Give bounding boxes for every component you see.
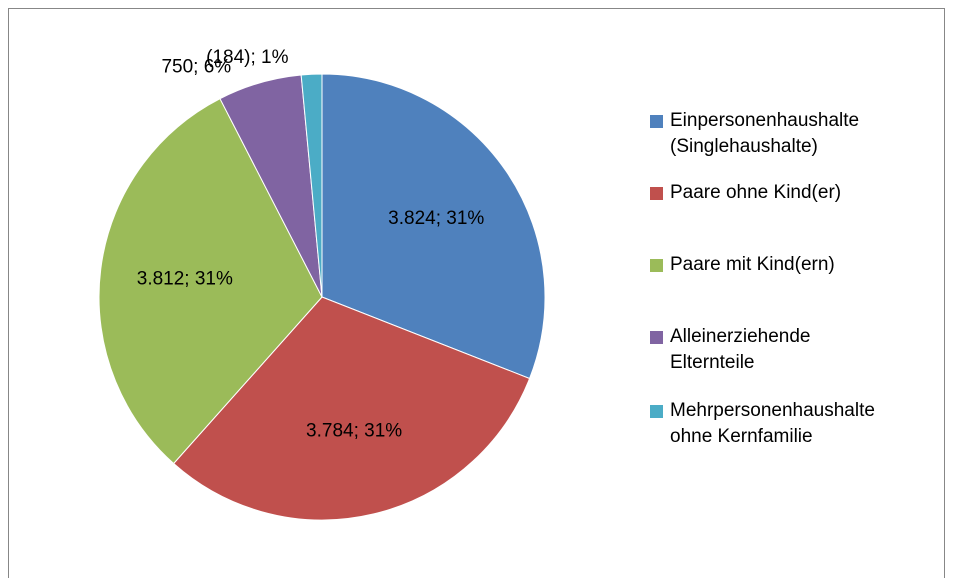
legend-swatch <box>650 187 663 200</box>
legend-item: Mehrpersonenhaushalte ohne Kernfamilie <box>650 398 885 450</box>
data-label: 3.824; 31% <box>388 208 484 229</box>
legend-swatch <box>650 259 663 272</box>
legend-swatch <box>650 115 663 128</box>
chart-frame <box>8 8 945 578</box>
legend: Einpersonenhaushalte (Singlehaushalte) Pa… <box>650 108 885 450</box>
legend-label: Einpersonenhaushalte (Singlehaushalte) <box>670 110 860 157</box>
pie-slice <box>98 98 323 465</box>
legend-label: Paare ohne Kind(er) <box>670 182 842 203</box>
pie-slice <box>172 296 531 521</box>
data-label: (184); 1% <box>206 47 288 68</box>
legend-label: Mehrpersonenhaushalte ohne Kernfamilie <box>670 400 875 447</box>
legend-item: Paare ohne Kind(er) <box>650 180 885 206</box>
legend-label: Paare mit Kind(ern) <box>670 254 835 275</box>
pie-slice <box>321 73 546 380</box>
legend-swatch <box>650 331 663 344</box>
legend-item: Alleinerziehende Elternteile <box>650 324 885 376</box>
legend-item: Paare mit Kind(ern) <box>650 252 885 278</box>
legend-label: Alleinerziehende Elternteile <box>670 326 811 373</box>
legend-swatch <box>650 405 663 418</box>
pie-slice <box>300 73 323 298</box>
data-label: 750; 6% <box>161 57 231 78</box>
data-label: 3.784; 31% <box>306 420 402 441</box>
legend-item: Einpersonenhaushalte (Singlehaushalte) <box>650 108 885 160</box>
data-label: 3.812; 31% <box>137 269 233 290</box>
